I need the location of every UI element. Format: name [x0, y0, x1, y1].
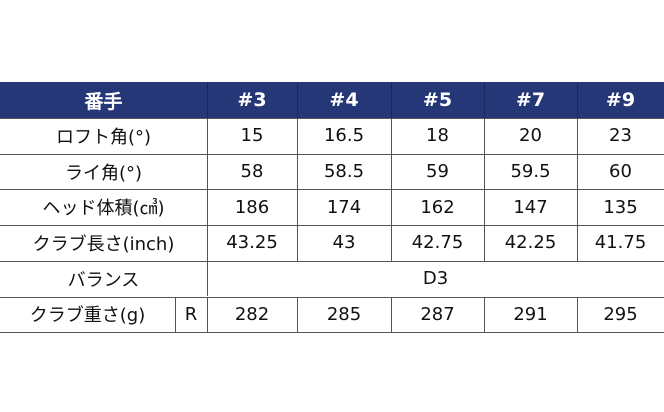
row-label: ヘッド体積(㎤) — [42, 198, 165, 220]
col-line — [297, 189, 298, 226]
header-divider — [577, 82, 578, 118]
row-label: ライ角(°) — [64, 162, 143, 184]
row-line — [0, 153, 664, 155]
row-label: クラブ長さ(inch) — [32, 233, 175, 255]
col-line — [577, 296, 578, 333]
header-cell: #4 — [297, 82, 391, 118]
col-line — [577, 225, 578, 261]
value-cell: 162 — [420, 196, 455, 218]
col-line — [391, 225, 392, 261]
col-line — [391, 189, 392, 226]
row-line — [0, 118, 664, 119]
col-line — [577, 118, 578, 154]
value-cell: D3 — [422, 268, 449, 290]
col-line — [391, 118, 392, 154]
value-cell: 186 — [234, 196, 270, 218]
col-line — [484, 225, 485, 261]
value-cell: 147 — [513, 196, 548, 218]
col-line — [297, 225, 298, 261]
col-line — [207, 225, 208, 261]
col-line — [391, 153, 392, 190]
row-line — [0, 332, 664, 334]
flex-cell: R — [184, 303, 198, 325]
value-cell: 15 — [240, 125, 264, 147]
header-divider — [297, 82, 298, 118]
header-cell: 番手 — [0, 82, 207, 118]
col-line — [207, 260, 208, 297]
header-divider — [484, 82, 485, 118]
row-line — [0, 296, 664, 298]
value-cell: 41.75 — [594, 232, 647, 254]
value-cell: 43.25 — [226, 232, 278, 254]
col-line — [175, 296, 176, 333]
col-line — [391, 296, 392, 333]
value-cell: 42.75 — [411, 232, 464, 254]
header-cell: #7 — [484, 82, 577, 118]
col-line — [297, 118, 298, 154]
col-line — [207, 153, 208, 190]
header-cell: #5 — [391, 82, 484, 118]
value-cell: 174 — [326, 196, 362, 218]
value-cell: 16.5 — [323, 125, 365, 147]
col-line — [484, 153, 485, 190]
row-label: クラブ重さ(g) — [29, 305, 146, 327]
row-line — [0, 260, 664, 262]
value-cell: 59 — [426, 161, 449, 183]
value-cell: 42.25 — [504, 232, 557, 254]
value-cell: 43 — [332, 232, 356, 254]
value-cell: 60 — [609, 161, 632, 183]
value-cell: 20 — [519, 125, 542, 147]
value-cell: 282 — [234, 303, 270, 325]
col-line — [297, 153, 298, 190]
header-cell: #9 — [577, 82, 664, 118]
row-label: バランス — [67, 269, 140, 291]
row-label: ロフト角(°) — [55, 126, 152, 148]
col-line — [207, 296, 208, 333]
value-cell: 285 — [326, 303, 362, 325]
col-line — [577, 153, 578, 190]
col-line — [207, 189, 208, 226]
header-divider — [207, 82, 208, 118]
value-cell: 58 — [240, 161, 264, 183]
header-cell: #3 — [207, 82, 297, 118]
row-line — [0, 189, 664, 191]
col-line — [577, 189, 578, 226]
col-line — [484, 189, 485, 226]
value-cell: 23 — [609, 125, 632, 147]
value-cell: 287 — [420, 303, 455, 325]
row-line — [0, 225, 664, 227]
col-line — [207, 118, 208, 154]
value-cell: 135 — [603, 196, 638, 218]
value-cell: 59.5 — [510, 161, 551, 183]
col-line — [484, 118, 485, 154]
value-cell: 291 — [513, 303, 548, 325]
value-cell: 18 — [426, 125, 449, 147]
header-divider — [391, 82, 392, 118]
col-line — [484, 296, 485, 333]
value-cell: 295 — [603, 303, 638, 325]
col-line — [297, 296, 298, 333]
value-cell: 58.5 — [323, 161, 365, 183]
